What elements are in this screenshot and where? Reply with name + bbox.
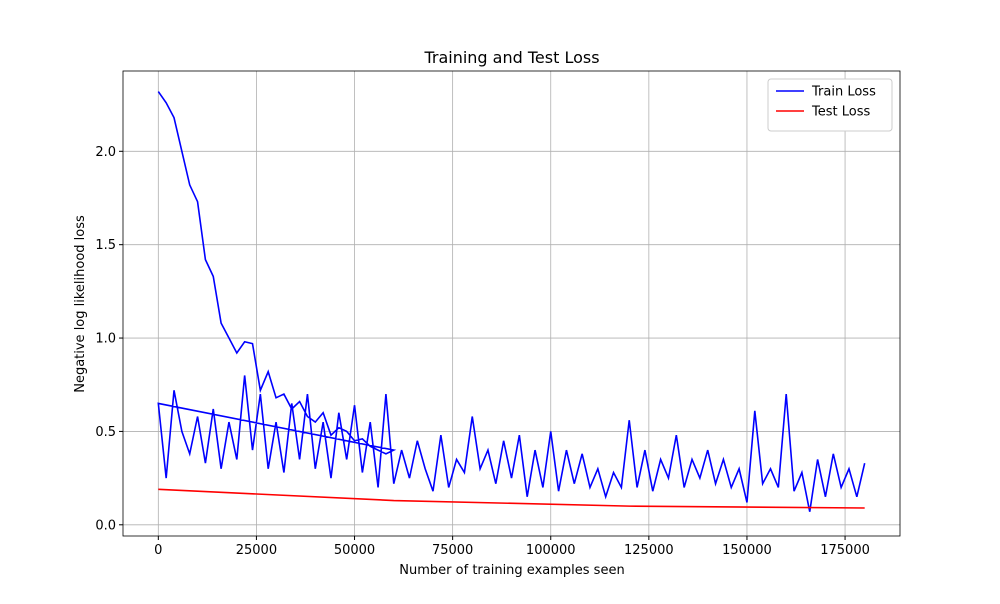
plot-frame: [122, 70, 901, 537]
x-tick-label: 50000: [334, 543, 375, 558]
y-tick-label: 2.0: [95, 145, 116, 160]
y-tick-label: 1.5: [95, 238, 116, 253]
x-tick-label: 75000: [432, 543, 473, 558]
legend-box: [767, 78, 893, 132]
chart-title: Training and Test Loss: [423, 48, 599, 67]
x-tick-label: 150000: [722, 543, 772, 558]
x-axis-label: Number of training examples seen: [399, 563, 624, 578]
y-tick-label: 0.5: [95, 425, 116, 440]
x-tick-label: 175000: [820, 543, 870, 558]
x-tick-label: 125000: [624, 543, 674, 558]
legend-label: Test Loss: [811, 105, 870, 120]
legend-label: Train Loss: [811, 85, 876, 100]
line-series: [157, 91, 866, 512]
x-tick-label: 25000: [236, 543, 277, 558]
x-tick-label: 100000: [526, 543, 576, 558]
y-tick-label: 0.0: [95, 518, 116, 533]
x-tick-label: 0: [154, 543, 162, 558]
y-axis-label: Negative log likelihood loss: [73, 215, 88, 393]
y-tick-label: 1.0: [95, 332, 116, 347]
line-series: [158, 488, 865, 509]
